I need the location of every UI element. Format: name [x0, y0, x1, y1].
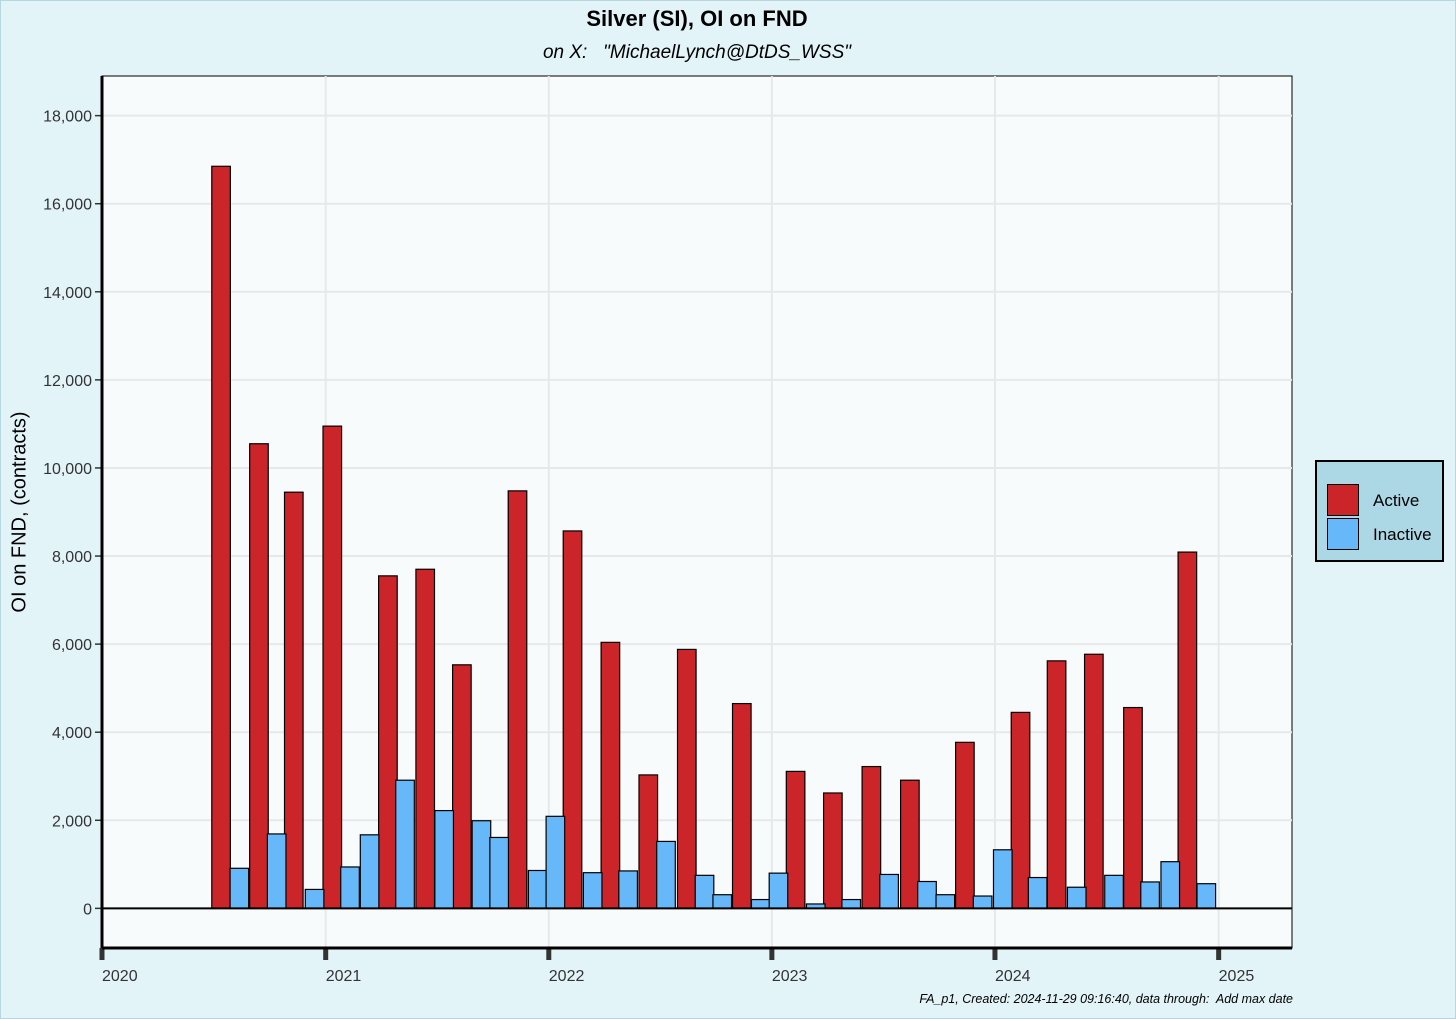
- bar-active: [322, 425, 343, 909]
- bar-inactive: [434, 809, 455, 909]
- y-tick-label: 10,000: [43, 461, 92, 478]
- y-tick-label: 6,000: [52, 637, 92, 654]
- bar-active: [1177, 551, 1198, 909]
- x-tick-label: 2021: [326, 968, 362, 985]
- bar-inactive: [618, 870, 639, 909]
- bar-inactive: [1027, 876, 1048, 909]
- x-tick-label: 2025: [1219, 968, 1255, 985]
- bar-inactive: [266, 833, 287, 909]
- bar-inactive: [1066, 886, 1087, 909]
- legend-label-inactive: Inactive: [1373, 525, 1432, 544]
- legend: Active Inactive: [1315, 460, 1444, 562]
- bar-inactive: [656, 840, 676, 909]
- y-tick-label: 14,000: [43, 285, 92, 302]
- bar-inactive: [750, 898, 771, 909]
- bar-inactive: [489, 836, 510, 909]
- chart-title: Silver (SI), OI on FND: [586, 6, 808, 31]
- bar-inactive: [340, 866, 360, 909]
- bar-active: [1123, 706, 1143, 909]
- bar-inactive: [582, 872, 603, 909]
- legend-key-active: [1327, 484, 1359, 516]
- bar-active: [415, 568, 436, 909]
- bar-active: [638, 774, 659, 909]
- legend-item-inactive: Inactive: [1327, 518, 1442, 552]
- chart-caption: FA_p1, Created: 2024-11-29 09:16:40, dat…: [919, 992, 1293, 1006]
- bar-active: [954, 741, 975, 909]
- bar-inactive: [841, 898, 862, 909]
- bar-active: [785, 770, 806, 909]
- y-tick-label: 12,000: [43, 373, 92, 390]
- bar-inactive: [694, 874, 715, 909]
- bar-active: [1010, 711, 1031, 909]
- bar-active: [378, 575, 398, 909]
- bar-inactive: [527, 869, 548, 909]
- bar-active: [1046, 660, 1067, 909]
- bar-inactive: [917, 880, 937, 909]
- bar-inactive: [768, 872, 789, 909]
- bar-active: [211, 165, 231, 909]
- x-tick-label: 2024: [995, 968, 1031, 985]
- legend-key-inactive: [1327, 518, 1359, 550]
- bar-inactive: [1104, 874, 1124, 909]
- axes: 0 2,000 4,000 6,000 8,000 10,000 12,000 14,000 1…: [43, 76, 1292, 985]
- bar-active: [507, 490, 528, 909]
- y-tick-label: 16,000: [43, 197, 92, 214]
- bar-active: [676, 648, 697, 909]
- bar-active: [1083, 653, 1104, 909]
- x-tick-label: 2020: [102, 968, 138, 985]
- bar-inactive: [879, 873, 899, 909]
- legend-label-active: Active: [1373, 491, 1420, 510]
- bar-active: [731, 702, 752, 909]
- bar-inactive: [712, 894, 733, 909]
- bar-inactive: [359, 834, 380, 909]
- bar-inactive: [471, 820, 492, 909]
- bar-inactive: [304, 888, 325, 909]
- bar-active: [899, 779, 920, 909]
- bar-inactive: [1196, 883, 1217, 909]
- bar-active: [249, 443, 269, 909]
- bar-inactive: [972, 895, 993, 909]
- bar-active: [562, 530, 583, 909]
- bar-active: [283, 491, 304, 909]
- chart-subtitle: on X: "MichaelLynch@DtDS_WSS": [542, 42, 852, 63]
- x-tick-label: 2022: [549, 968, 585, 985]
- bar-inactive: [992, 849, 1013, 909]
- bar-active: [822, 792, 843, 909]
- y-tick-label: 0: [83, 901, 92, 918]
- y-tick-label: 18,000: [43, 109, 92, 126]
- y-tick-label: 4,000: [52, 725, 92, 742]
- bar-inactive: [1140, 881, 1160, 909]
- bar-inactive: [1160, 861, 1181, 909]
- bars: [211, 165, 1217, 909]
- bar-active: [861, 765, 882, 909]
- bar-active: [600, 641, 621, 909]
- legend-item-active: Active: [1327, 484, 1442, 518]
- x-tick-label: 2023: [772, 968, 808, 985]
- y-tick-label: 8,000: [52, 549, 92, 566]
- bar-inactive: [545, 815, 566, 909]
- bar-inactive: [935, 894, 956, 909]
- plot-background: [101, 75, 1293, 949]
- bar-inactive: [229, 867, 250, 909]
- bar-inactive: [395, 779, 415, 909]
- bar-active: [451, 664, 472, 909]
- y-tick-label: 2,000: [52, 813, 92, 830]
